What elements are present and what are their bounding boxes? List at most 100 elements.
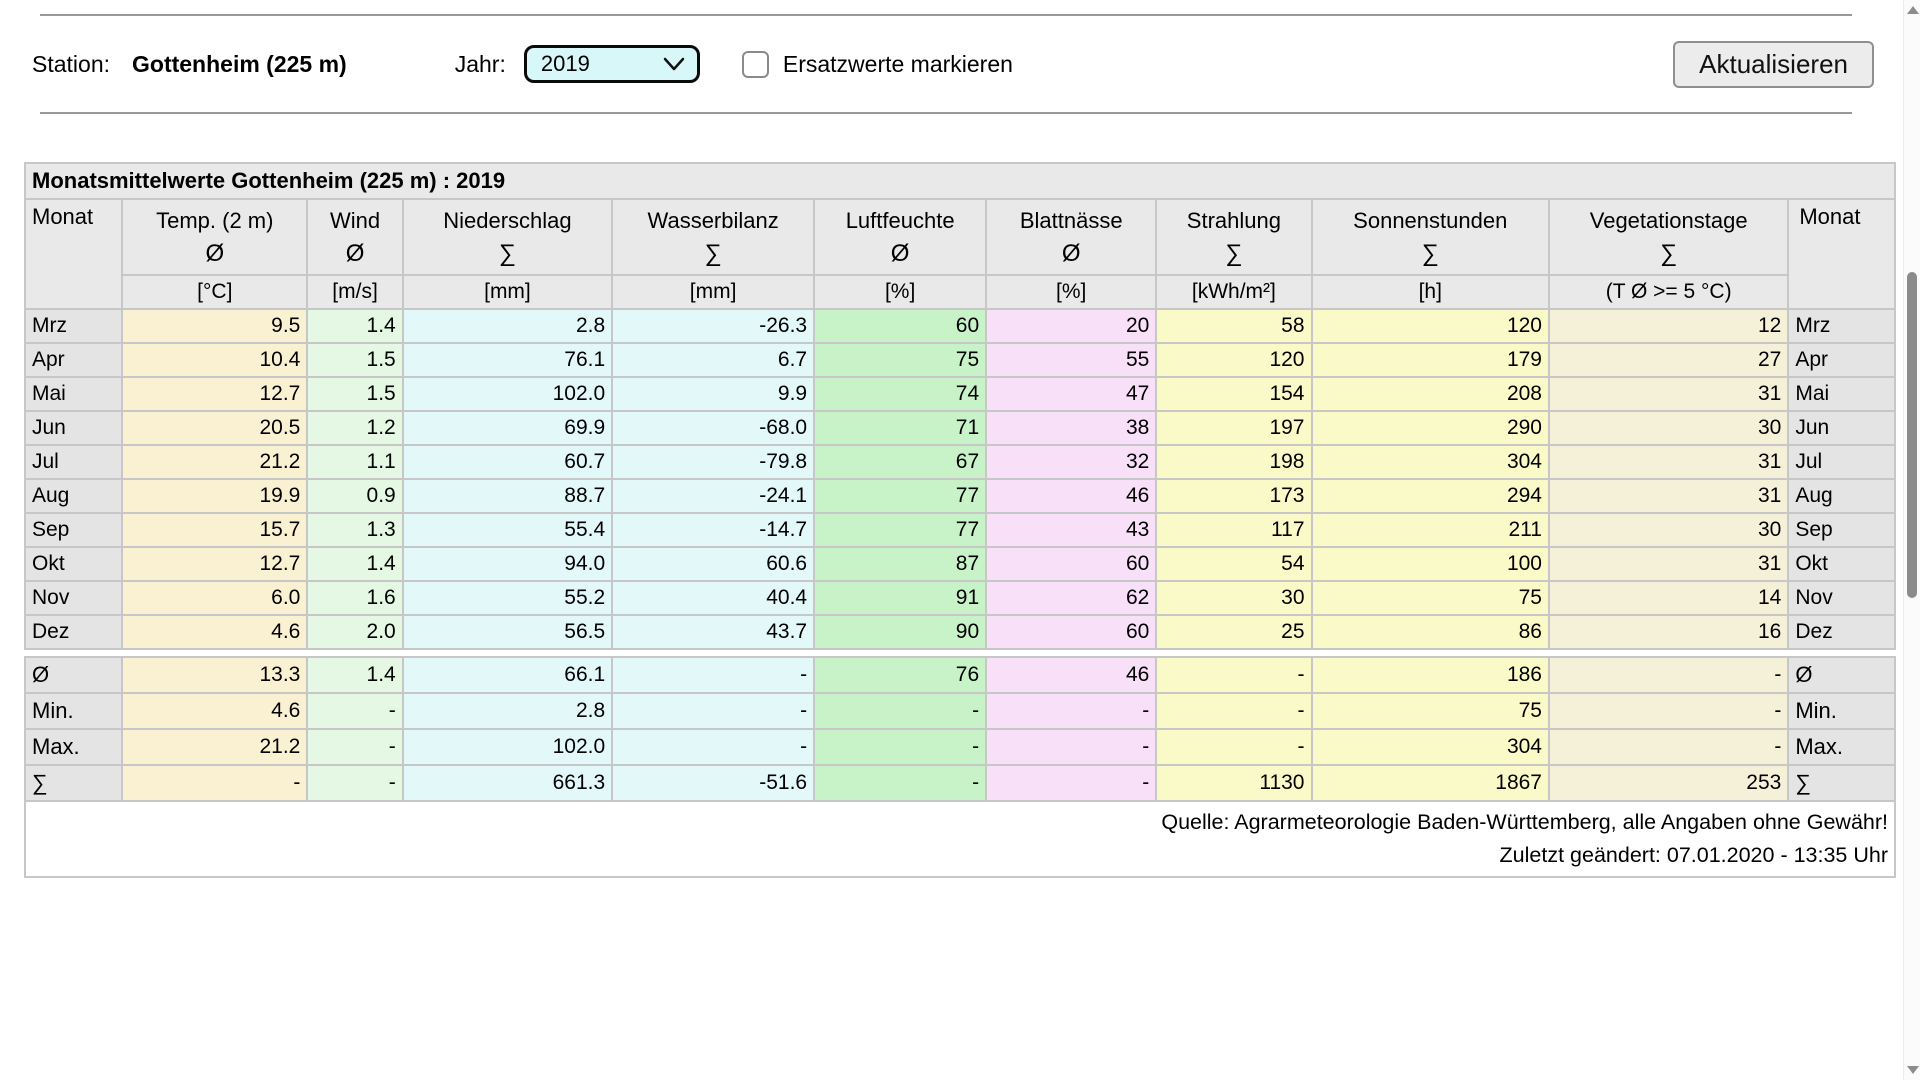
row-label: Ø	[23, 656, 124, 694]
value-cell: 66.1	[401, 656, 614, 694]
row-label: Mrz	[1787, 308, 1896, 344]
value-cell: 6.0	[121, 580, 309, 616]
value-cell: 46	[985, 656, 1158, 694]
value-cell: 75	[813, 342, 988, 378]
value-cell: 117	[1155, 512, 1313, 548]
page: Station: Gottenheim (225 m) Jahr: 2019 E…	[0, 14, 1920, 878]
value-cell: 21.2	[121, 444, 309, 480]
value-cell: 1.5	[306, 342, 404, 378]
scroll-up-icon[interactable]	[1907, 6, 1919, 14]
month-column-header-right: Monat	[1787, 198, 1896, 310]
monthly-values-table: Monatsmittelwerte Gottenheim (225 m) : 2…	[23, 162, 1896, 878]
value-cell: 71	[813, 410, 988, 446]
scroll-down-icon[interactable]	[1907, 1066, 1919, 1074]
value-cell: 31	[1547, 546, 1790, 582]
value-cell: -	[1155, 656, 1313, 694]
value-cell: 30	[1547, 410, 1790, 446]
station-label: Station:	[32, 50, 110, 77]
value-cell: 47	[985, 376, 1158, 412]
value-cell: 69.9	[401, 410, 614, 446]
value-cell: 1.4	[306, 308, 404, 344]
value-cell: 60	[985, 614, 1158, 650]
value-cell: 32	[985, 444, 1158, 480]
row-label: Aug	[23, 478, 124, 514]
value-cell: 10.4	[121, 342, 309, 378]
row-label: Nov	[1787, 580, 1896, 616]
table-row: Ø 13.3 1.4 66.1-76 46-186- Ø	[23, 656, 1896, 694]
value-cell: 1867	[1310, 764, 1550, 802]
value-cell: -	[611, 656, 816, 694]
column-unit: [kWh/m²]	[1155, 274, 1313, 310]
value-cell: 102.0	[401, 728, 614, 766]
update-button[interactable]: Aktualisieren	[1673, 40, 1874, 88]
value-cell: 14	[1547, 580, 1790, 616]
value-cell: 31	[1547, 444, 1790, 480]
ersatzwerte-checkbox[interactable]	[741, 50, 769, 78]
row-label: Okt	[23, 546, 124, 582]
value-cell: -	[1155, 692, 1313, 730]
value-cell: 21.2	[121, 728, 309, 766]
column-header: Blattnässe Ø	[985, 198, 1158, 276]
row-label: Apr	[23, 342, 124, 378]
vertical-scrollbar[interactable]	[1903, 0, 1920, 1080]
column-unit: [mm]	[401, 274, 614, 310]
value-cell: -	[1547, 656, 1790, 694]
value-cell: 9.9	[611, 376, 816, 412]
value-cell: 4.6	[121, 692, 309, 730]
row-label: Nov	[23, 580, 124, 616]
row-label: ∑	[23, 764, 124, 802]
value-cell: 0.9	[306, 478, 404, 514]
row-label: Ø	[1787, 656, 1896, 694]
row-label: Sep	[23, 512, 124, 548]
value-cell: -	[306, 728, 404, 766]
value-cell: -26.3	[611, 308, 816, 344]
value-cell: 60.7	[401, 444, 614, 480]
scrollbar-thumb[interactable]	[1907, 272, 1917, 598]
value-cell: 31	[1547, 376, 1790, 412]
value-cell: 31	[1547, 478, 1790, 514]
row-label: ∑	[1787, 764, 1896, 802]
value-cell: 55.4	[401, 512, 614, 548]
table-footer-row: Quelle: Agrarmeteorologie Baden-Württemb…	[24, 800, 1896, 878]
value-cell: 4.6	[121, 614, 309, 650]
row-label: Dez	[23, 614, 124, 650]
row-label: Dez	[1787, 614, 1896, 650]
value-cell: 102.0	[401, 376, 614, 412]
table-row: Okt 12.7 1.4 94.0 60.6 87 60 54 100 31 Okt	[23, 546, 1896, 582]
value-cell: 9.5	[121, 308, 309, 344]
row-label: Mai	[23, 376, 124, 412]
row-label: Jun	[1787, 410, 1896, 446]
table-row: Jul 21.2 1.1 60.7 -79.8 67 32 198 304 31 Jul	[23, 444, 1896, 480]
table-row: Nov 6.0 1.6 55.2 40.4 91 62 30 75 14 Nov	[23, 580, 1896, 616]
column-header: Strahlung ∑	[1155, 198, 1313, 276]
value-cell: 179	[1310, 342, 1550, 378]
value-cell: 25	[1155, 614, 1313, 650]
value-cell: -	[1547, 728, 1790, 766]
chevron-down-icon	[663, 57, 685, 71]
value-cell: 94.0	[401, 546, 614, 582]
toolbar: Station: Gottenheim (225 m) Jahr: 2019 E…	[24, 16, 1896, 112]
column-header: Luftfeuchte Ø	[813, 198, 988, 276]
monthly-values-table-wrap: Monatsmittelwerte Gottenheim (225 m) : 2…	[23, 162, 1896, 878]
value-cell: 13.3	[121, 656, 309, 694]
value-cell: 304	[1310, 444, 1550, 480]
value-cell: -	[1547, 692, 1790, 730]
row-label: Mrz	[23, 308, 124, 344]
value-cell: 2.8	[401, 308, 614, 344]
value-cell: 290	[1310, 410, 1550, 446]
row-label: Sep	[1787, 512, 1896, 548]
value-cell: -51.6	[611, 764, 816, 802]
ersatzwerte-checkbox-label: Ersatzwerte markieren	[782, 50, 1013, 77]
value-cell: 1.4	[306, 656, 404, 694]
year-select[interactable]: 2019	[523, 45, 700, 83]
value-cell: 60	[813, 308, 988, 344]
column-unit: [mm]	[611, 274, 816, 310]
value-cell: 1.6	[306, 580, 404, 616]
value-cell: 253	[1547, 764, 1790, 802]
value-cell: 208	[1310, 376, 1550, 412]
table-footer: Quelle: Agrarmeteorologie Baden-Württemb…	[24, 800, 1896, 878]
value-cell: 12.7	[121, 546, 309, 582]
table-row: Jun 20.5 1.2 69.9 -68.0 71 38 197 290 30 Jun	[23, 410, 1896, 446]
value-cell: 54	[1155, 546, 1313, 582]
separator-row	[24, 648, 1896, 658]
